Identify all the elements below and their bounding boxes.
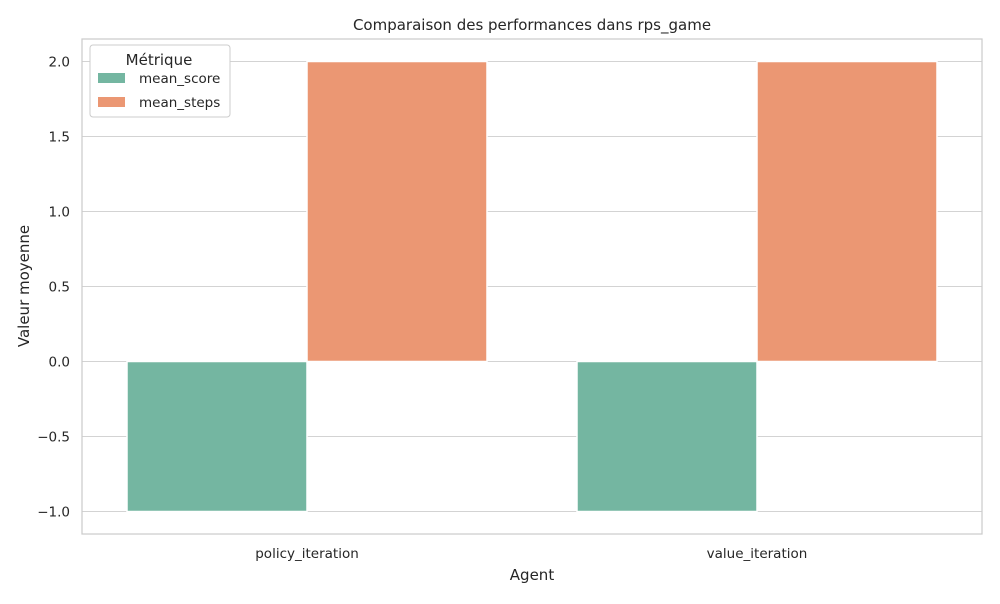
- plot-frame: [81, 38, 983, 535]
- y-tick-labels: −1.0 −0.5 0.0 0.5 1.0 1.5 2.0: [37, 55, 70, 521]
- y-tick-label: −0.5: [37, 430, 70, 446]
- y-tick-label: 2.0: [49, 55, 70, 71]
- x-axis-label: Agent: [510, 566, 555, 584]
- bar-mean-steps-policy-iteration: [306, 60, 488, 363]
- x-tick-labels: policy_iteration value_iteration: [255, 546, 807, 562]
- bars: [126, 60, 938, 513]
- x-tick-label: value_iteration: [707, 546, 808, 562]
- legend-title: Métrique: [126, 51, 193, 69]
- legend-label-mean-steps: mean_steps: [139, 95, 220, 111]
- y-tick-label: 0.5: [49, 280, 70, 296]
- legend: Métrique mean_score mean_steps: [89, 44, 231, 118]
- chart-title: Comparaison des performances dans rps_ga…: [353, 16, 711, 35]
- y-axis-label: Valeur moyenne: [15, 225, 33, 347]
- bar-mean-score-policy-iteration: [126, 360, 308, 513]
- x-tick-label: policy_iteration: [255, 546, 359, 562]
- bar-mean-score-value-iteration: [576, 360, 758, 513]
- legend-swatch-mean-score: [98, 73, 125, 83]
- y-tick-label: 1.0: [49, 205, 70, 221]
- legend-label-mean-score: mean_score: [139, 71, 220, 87]
- y-tick-label: 0.0: [49, 355, 70, 371]
- legend-swatch-mean-steps: [98, 97, 125, 107]
- y-tick-label: 1.5: [49, 130, 70, 146]
- bar-mean-steps-value-iteration: [756, 60, 938, 363]
- y-tick-label: −1.0: [37, 505, 70, 521]
